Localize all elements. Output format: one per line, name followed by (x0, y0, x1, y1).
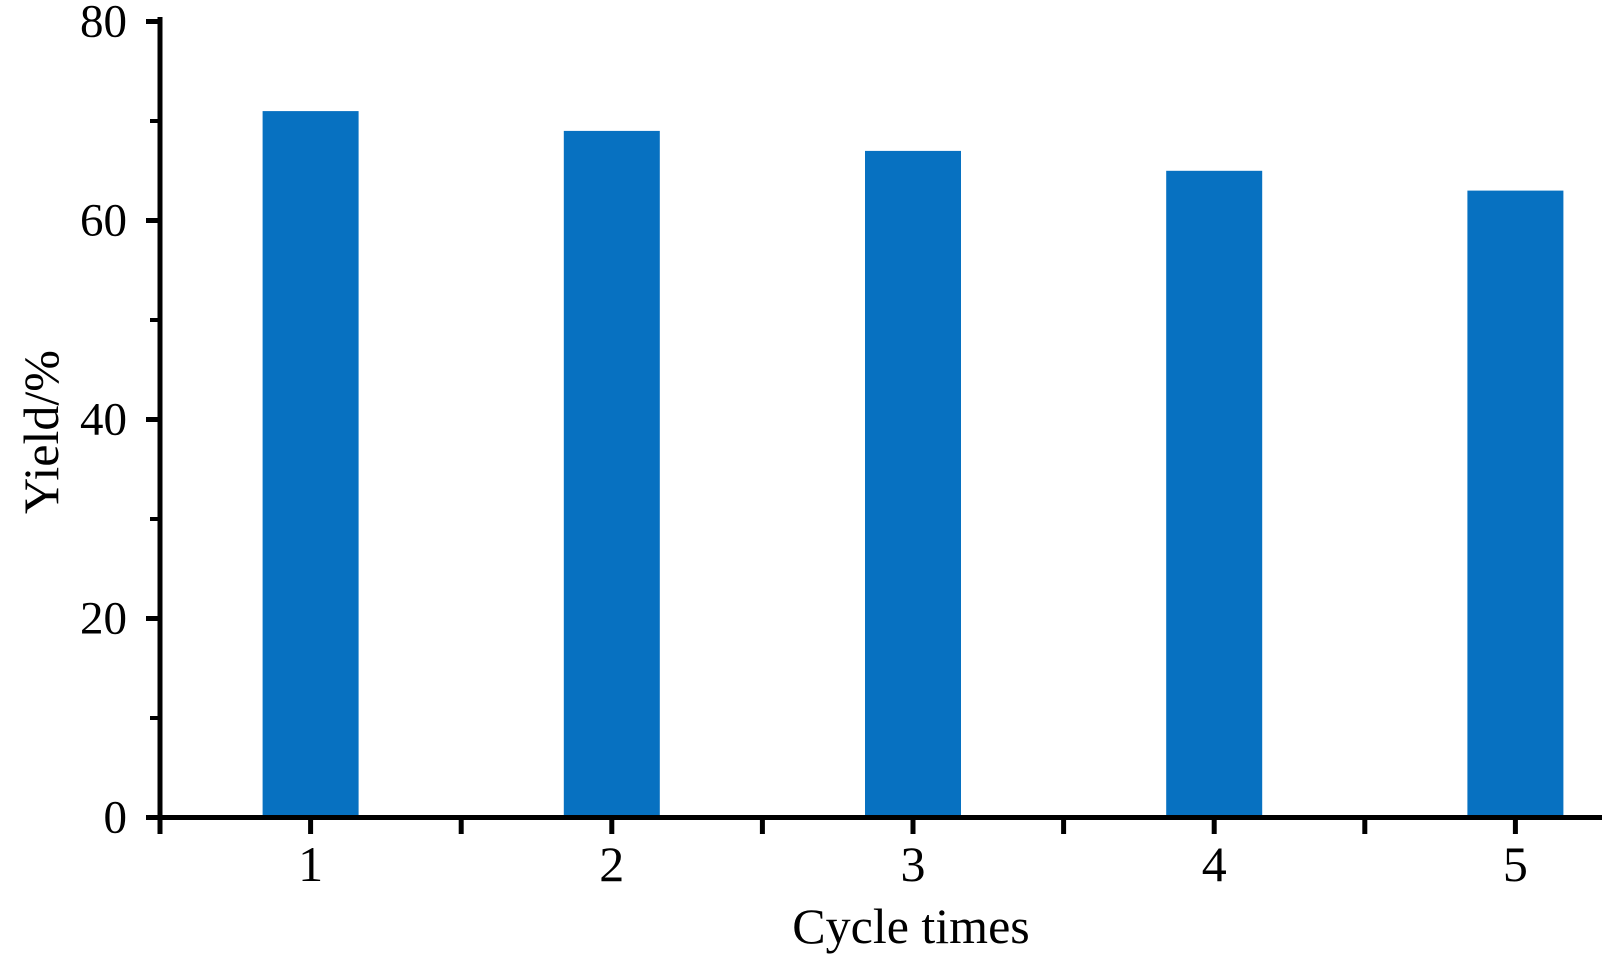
x-tick-label-3: 3 (901, 836, 926, 892)
y-tick-label-80: 80 (80, 0, 127, 48)
bar-cycle-3 (865, 150, 961, 819)
y-axis-title: Yield/% (13, 350, 69, 514)
y-tick-label-0: 0 (104, 792, 128, 844)
x-tick-label-4: 4 (1202, 836, 1227, 892)
bar-cycle-1 (262, 111, 359, 819)
x-tick-label-5: 5 (1503, 836, 1528, 892)
y-tick-label-40: 40 (80, 394, 127, 446)
x-tick-label-2: 2 (599, 836, 624, 892)
bar-cycle-5 (1467, 190, 1564, 819)
bar-cycle-4 (1166, 170, 1263, 819)
x-axis-title: Cycle times (792, 898, 1030, 954)
bar-cycle-2 (563, 130, 660, 819)
y-tick-label-20: 20 (80, 593, 127, 645)
y-tick-label-60: 60 (80, 195, 127, 247)
x-tick-label-1: 1 (298, 836, 323, 892)
